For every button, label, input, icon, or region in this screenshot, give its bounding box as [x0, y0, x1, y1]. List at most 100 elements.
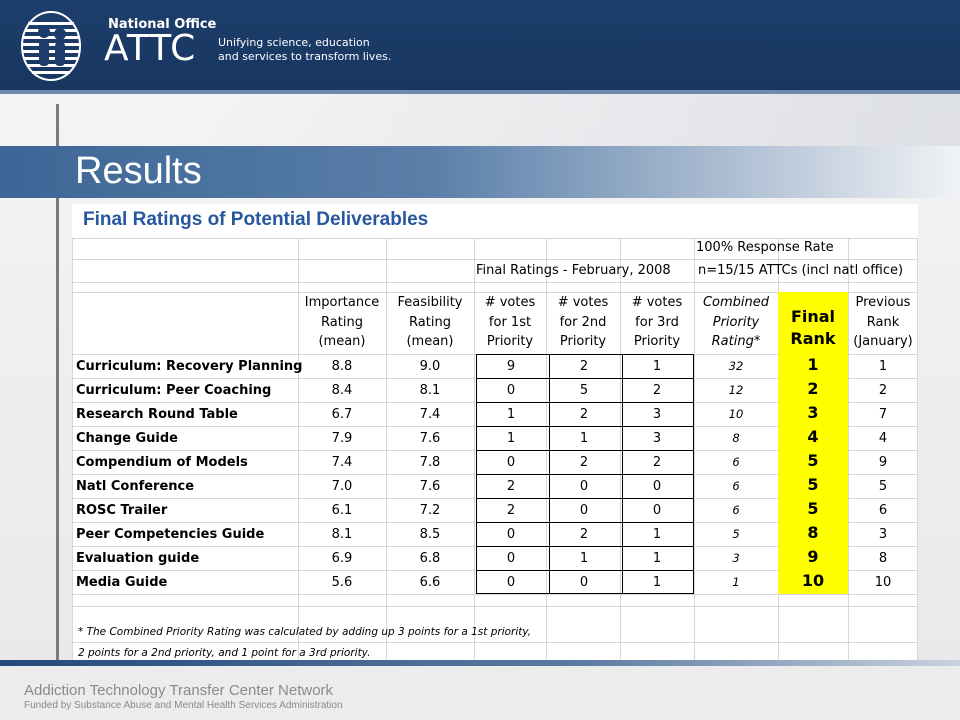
feasibility-value: 6.8 [419, 551, 441, 566]
importance-value: 7.0 [331, 479, 353, 494]
grid-line [298, 238, 299, 686]
deliverable-name: Change Guide [76, 431, 178, 446]
final-rank-value: 4 [807, 427, 819, 446]
combined-rating-value: 3 [732, 551, 740, 565]
importance-value: 5.6 [331, 575, 353, 590]
votes-1st-value: 1 [506, 407, 516, 422]
grid-line [694, 238, 695, 686]
combined-rating-value: 32 [728, 359, 744, 373]
grid-line [72, 259, 918, 260]
votes-3rd-value: 0 [652, 503, 662, 518]
grid-line [72, 238, 73, 686]
previous-rank-value: 7 [878, 407, 888, 422]
votes-1st-value: 0 [506, 551, 516, 566]
deliverable-name: Natl Conference [76, 479, 195, 494]
tagline-line-1: Unifying science, education [218, 36, 370, 49]
previous-rank-value: 5 [878, 479, 888, 494]
votes-border [477, 450, 693, 451]
deliverable-name: Compendium of Models [76, 455, 248, 470]
votes-2nd-value: 2 [579, 407, 589, 422]
votes-3rd-value: 2 [652, 383, 662, 398]
final-rank-highlight [778, 292, 848, 594]
header-importance: Importance Rating (mean) [304, 295, 380, 349]
previous-rank-value: 9 [878, 455, 888, 470]
previous-rank-value: 8 [878, 551, 888, 566]
votes-2nd-value: 0 [579, 479, 589, 494]
previous-rank-value: 1 [878, 359, 888, 374]
final-rank-value: 8 [807, 523, 819, 542]
grid-line [620, 238, 621, 686]
votes-2nd-value: 2 [579, 527, 589, 542]
feasibility-value: 7.6 [419, 431, 441, 446]
header-votes-1st: # votes for 1st Priority [484, 295, 536, 349]
slide-title: Results [75, 150, 202, 192]
deliverable-name: Evaluation guide [76, 551, 200, 566]
slide-background-sheen [200, 94, 960, 154]
combined-rating-value: 12 [728, 383, 744, 397]
grid-line [474, 238, 475, 686]
importance-value: 6.1 [331, 503, 353, 518]
footer-funding-note: Funded by Substance Abuse and Mental Hea… [24, 700, 343, 711]
importance-value: 8.1 [331, 527, 353, 542]
votes-1st-value: 0 [506, 455, 516, 470]
ratings-period-label: Final Ratings - February, 2008 [476, 263, 671, 278]
ratings-table: 100% Response Rate Final Ratings - Febru… [72, 238, 918, 686]
header-divider [0, 90, 960, 94]
deliverable-name: Curriculum: Recovery Planning [76, 359, 303, 374]
attc-logo-icon [21, 11, 81, 81]
importance-value: 8.4 [331, 383, 353, 398]
feasibility-value: 6.6 [419, 575, 441, 590]
final-rank-value: 10 [801, 571, 825, 590]
subtitle-band [72, 204, 918, 238]
final-rank-value: 3 [807, 403, 819, 422]
votes-3rd-value: 1 [652, 575, 662, 590]
combined-rating-value: 6 [732, 479, 740, 493]
combined-rating-value: 1 [732, 575, 740, 589]
votes-3rd-value: 2 [652, 455, 662, 470]
votes-3rd-value: 3 [652, 431, 662, 446]
tagline: Unifying science, education and services… [218, 36, 391, 64]
response-rate-label: 100% Response Rate [696, 240, 834, 255]
header-votes-2nd: # votes for 2nd Priority [557, 295, 609, 349]
final-rank-value: 1 [807, 355, 819, 374]
feasibility-value: 7.8 [419, 455, 441, 470]
org-name-logo: ATTC [104, 28, 197, 69]
votes-border [477, 498, 693, 499]
combined-rating-value: 8 [732, 431, 740, 445]
votes-2nd-value: 2 [579, 359, 589, 374]
deliverable-name: Peer Competencies Guide [76, 527, 265, 542]
votes-3rd-value: 1 [652, 551, 662, 566]
feasibility-value: 7.6 [419, 479, 441, 494]
final-rank-value: 9 [807, 547, 819, 566]
grid-line [917, 238, 918, 686]
org-office-label: National Office [108, 17, 217, 32]
deliverable-name: Research Round Table [76, 407, 238, 422]
votes-border [477, 378, 693, 379]
deliverable-name: Curriculum: Peer Coaching [76, 383, 272, 398]
importance-value: 7.9 [331, 431, 353, 446]
votes-2nd-value: 1 [579, 431, 589, 446]
votes-1st-value: 0 [506, 383, 516, 398]
grid-line [72, 238, 918, 239]
header-previous-rank: Previous Rank (January) [853, 295, 913, 349]
importance-value: 8.8 [331, 359, 353, 374]
votes-border [477, 570, 693, 571]
votes-2nd-value: 5 [579, 383, 589, 398]
votes-1st-value: 0 [506, 527, 516, 542]
final-rank-value: 5 [807, 451, 819, 470]
header-feasibility: Feasibility Rating (mean) [397, 295, 463, 349]
grid-line [72, 282, 918, 283]
feasibility-value: 9.0 [419, 359, 441, 374]
grid-line [848, 238, 849, 686]
votes-2nd-value: 0 [579, 575, 589, 590]
footnote-line-1: * The Combined Priority Rating was calcu… [78, 626, 532, 638]
feasibility-value: 8.1 [419, 383, 441, 398]
votes-1st-value: 9 [506, 359, 516, 374]
feasibility-value: 7.4 [419, 407, 441, 422]
feasibility-value: 7.2 [419, 503, 441, 518]
deliverable-name: Media Guide [76, 575, 168, 590]
votes-border [477, 402, 693, 403]
respondent-count-label: n=15/15 ATTCs (incl natl office) [698, 263, 904, 278]
title-band [0, 146, 960, 198]
previous-rank-value: 6 [878, 503, 888, 518]
